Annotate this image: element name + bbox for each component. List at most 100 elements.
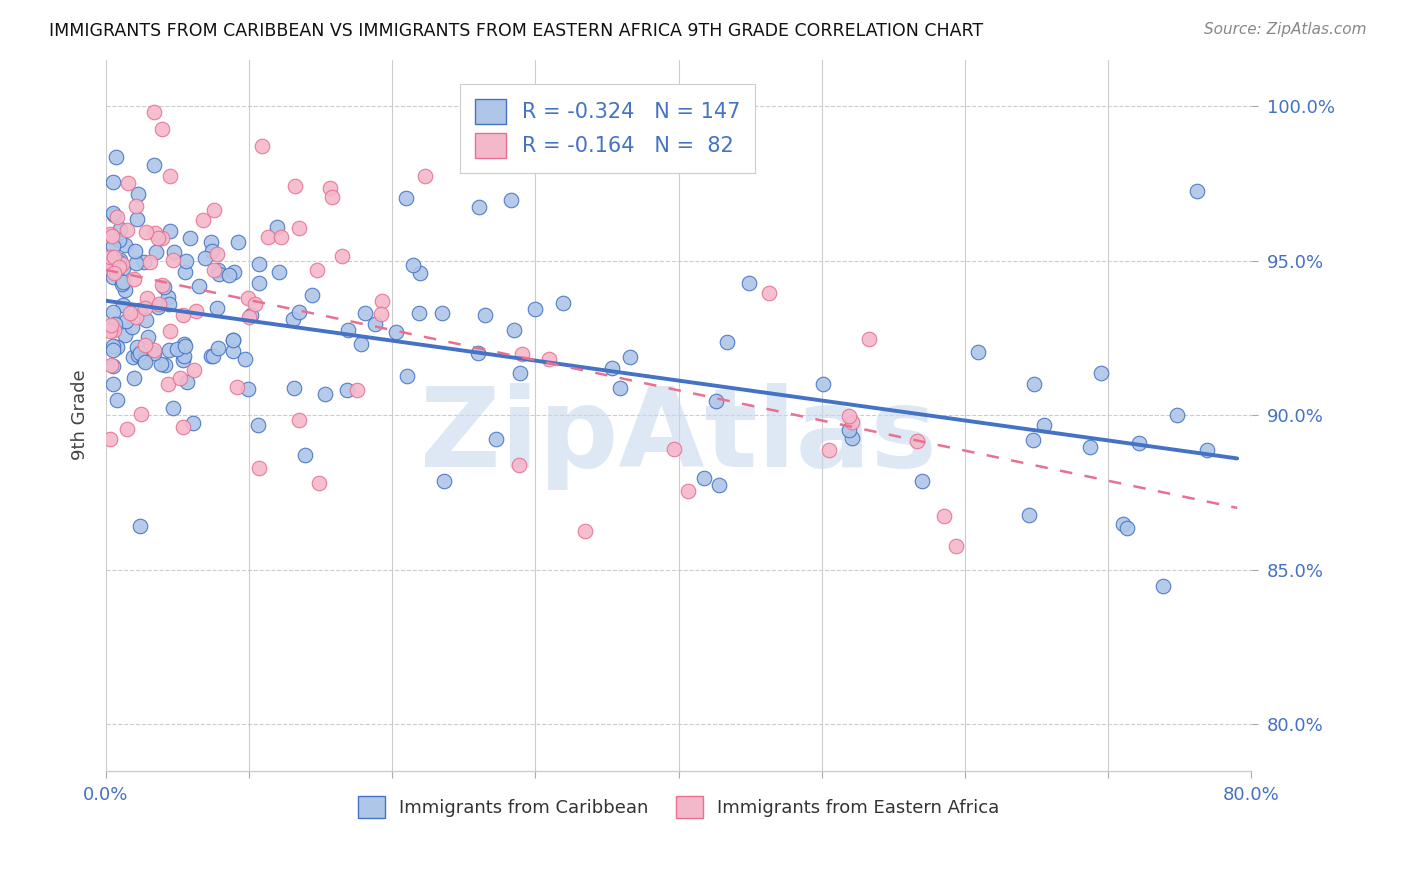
Point (101, 270, 124, 285)
Point (173, 349, 195, 363)
Point (201, 244, 224, 258)
Point (136, 329, 159, 343)
Point (200, 349, 222, 363)
Point (117, 176, 139, 190)
Point (105, 340, 128, 354)
Point (124, 244, 146, 258)
Point (257, 230, 280, 244)
Point (707, 477, 730, 491)
Point (1018, 508, 1040, 523)
Point (240, 309, 263, 323)
Point (236, 382, 259, 396)
Point (156, 290, 179, 304)
Point (152, 231, 174, 245)
Point (841, 431, 863, 445)
Point (225, 380, 247, 394)
Point (619, 350, 641, 364)
Point (246, 418, 269, 433)
Point (222, 333, 245, 347)
Point (173, 337, 195, 351)
Point (163, 245, 186, 260)
Point (430, 305, 453, 319)
Point (101, 175, 124, 189)
Point (1112, 517, 1135, 532)
Point (101, 206, 124, 220)
Point (103, 266, 125, 280)
Point (108, 233, 131, 247)
Point (738, 276, 761, 290)
Point (330, 250, 353, 264)
Point (395, 191, 418, 205)
Point (100, 229, 122, 244)
Point (551, 296, 574, 310)
Point (415, 169, 437, 183)
Point (101, 343, 124, 357)
Point (706, 393, 728, 408)
Point (135, 291, 157, 305)
Point (1090, 366, 1112, 380)
Point (308, 475, 330, 490)
Point (173, 339, 195, 353)
Point (114, 283, 136, 297)
Point (121, 320, 143, 334)
Point (283, 312, 305, 326)
Point (127, 341, 149, 355)
Point (602, 361, 624, 376)
Point (124, 256, 146, 270)
Point (200, 235, 222, 249)
Point (101, 377, 124, 392)
Point (122, 350, 145, 364)
Point (162, 252, 184, 267)
Y-axis label: 9th Grade: 9th Grade (72, 370, 89, 460)
Point (402, 258, 425, 272)
Point (146, 231, 169, 245)
Point (172, 309, 194, 323)
Point (1078, 440, 1101, 454)
Point (162, 401, 184, 415)
Point (838, 409, 860, 424)
Point (283, 381, 305, 395)
Point (301, 288, 323, 302)
Point (110, 221, 132, 235)
Point (221, 333, 243, 347)
Point (112, 261, 135, 276)
Point (184, 304, 207, 318)
Point (188, 279, 211, 293)
Point (153, 280, 176, 294)
Point (145, 245, 167, 260)
Point (173, 265, 195, 279)
Point (967, 345, 990, 359)
Point (337, 323, 360, 337)
Point (250, 138, 273, 153)
Point (101, 258, 124, 272)
Point (499, 193, 522, 207)
Point (287, 220, 309, 235)
Point (346, 384, 368, 398)
Point (932, 508, 955, 523)
Point (202, 263, 225, 277)
Point (101, 304, 124, 318)
Point (115, 314, 138, 328)
Point (838, 424, 860, 438)
Point (202, 202, 225, 217)
Point (111, 257, 134, 271)
Point (284, 179, 307, 194)
Point (238, 310, 260, 325)
Point (115, 223, 138, 237)
Point (132, 353, 155, 368)
Point (98, 258, 121, 272)
Point (1128, 436, 1150, 450)
Point (468, 200, 491, 214)
Point (172, 353, 194, 368)
Point (1033, 417, 1056, 432)
Point (100, 358, 122, 372)
Point (149, 357, 172, 371)
Point (134, 301, 156, 316)
Point (474, 309, 496, 323)
Text: ZipAtlas: ZipAtlas (420, 383, 936, 490)
Text: IMMIGRANTS FROM CARIBBEAN VS IMMIGRANTS FROM EASTERN AFRICA 9TH GRADE CORRELATIO: IMMIGRANTS FROM CARIBBEAN VS IMMIGRANTS … (49, 22, 983, 40)
Point (118, 305, 141, 319)
Point (111, 277, 134, 291)
Point (247, 257, 270, 271)
Point (138, 254, 160, 268)
